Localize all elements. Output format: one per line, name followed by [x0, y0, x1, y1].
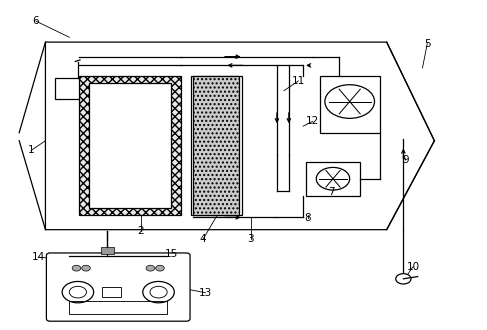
Text: 10: 10	[406, 262, 419, 272]
Bar	[89, 83, 171, 208]
Text: 12: 12	[306, 116, 319, 126]
Text: 4: 4	[200, 234, 206, 245]
Circle shape	[72, 265, 81, 271]
Text: 6: 6	[33, 16, 39, 26]
Circle shape	[146, 265, 155, 271]
Text: 9: 9	[402, 155, 409, 165]
Circle shape	[156, 265, 164, 271]
Text: 13: 13	[199, 288, 212, 298]
FancyBboxPatch shape	[46, 253, 190, 321]
Bar	[190, 76, 242, 215]
Text: 14: 14	[32, 252, 45, 262]
Bar	[320, 76, 379, 133]
Circle shape	[82, 265, 90, 271]
Bar	[69, 301, 167, 314]
Bar	[55, 78, 100, 99]
Text: 15: 15	[165, 249, 179, 259]
Bar	[102, 287, 121, 297]
Bar	[101, 248, 113, 254]
Text: 3: 3	[247, 234, 254, 245]
Text: 8: 8	[304, 214, 311, 223]
Text: 2: 2	[137, 226, 144, 236]
Text: 5: 5	[424, 39, 431, 49]
Text: 7: 7	[328, 187, 335, 197]
Text: 1: 1	[28, 146, 35, 155]
Bar	[305, 162, 360, 196]
Bar	[79, 76, 182, 215]
Bar	[193, 76, 239, 215]
Text: 11: 11	[292, 76, 305, 86]
